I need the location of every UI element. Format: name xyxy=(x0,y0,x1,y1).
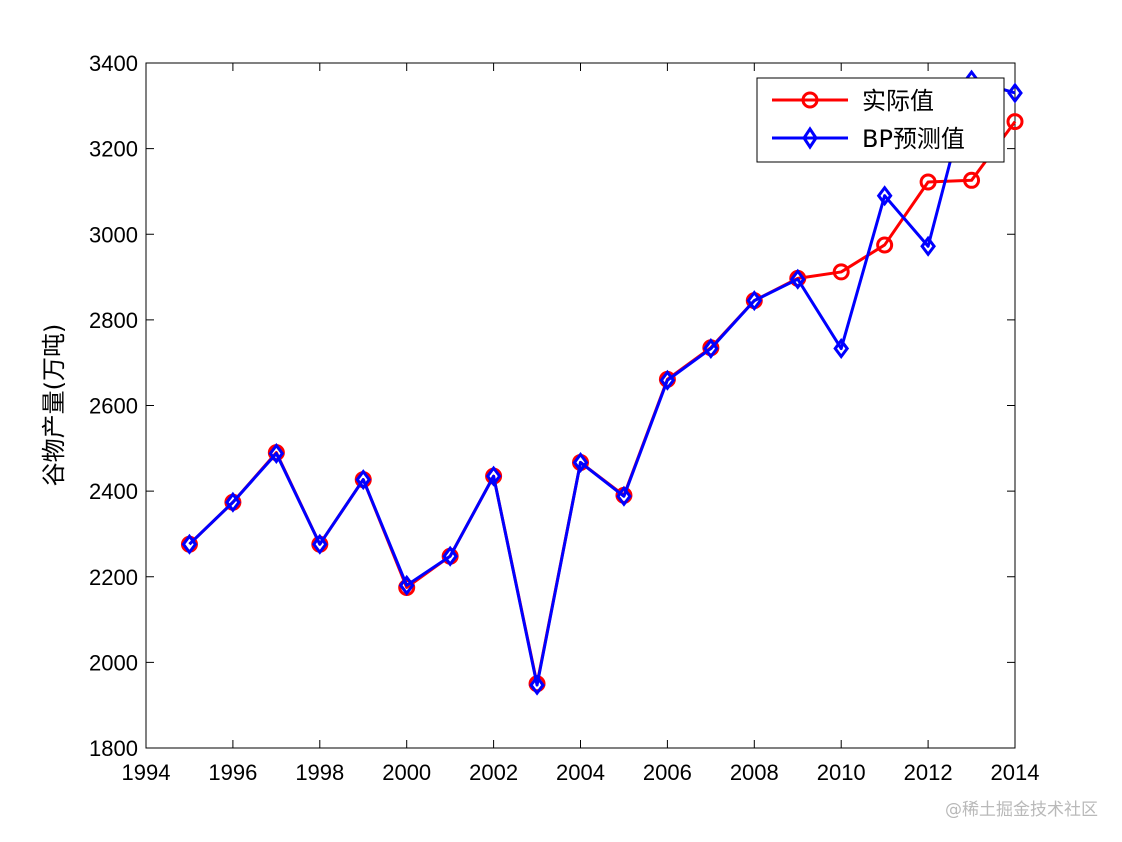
y-tick-label: 2200 xyxy=(89,565,138,590)
y-tick-label: 3200 xyxy=(89,137,138,162)
data-point-diamond xyxy=(789,268,806,290)
legend-label-bp: BP预测值 xyxy=(862,125,965,153)
legend-box xyxy=(756,77,1005,163)
data-point-diamond xyxy=(833,338,850,360)
y-tick-label: 1800 xyxy=(89,736,138,761)
data-point-circle xyxy=(963,171,981,189)
legend-label-actual: 实际值 xyxy=(862,87,934,115)
data-point-circle xyxy=(919,173,937,191)
data-point-circle xyxy=(832,263,850,281)
y-axis-label: 谷物产量(万吨) xyxy=(40,324,68,487)
y-axis: 1800 2000 2200 2400 2600 2800 3000 3200 3400 xyxy=(89,51,1015,761)
data-point-diamond xyxy=(920,235,936,257)
data-point-diamond xyxy=(529,674,545,696)
series-layer xyxy=(180,69,1024,696)
x-tick-label: 2008 xyxy=(730,760,779,785)
data-point-diamond xyxy=(268,442,285,464)
x-tick-label: 2006 xyxy=(643,760,692,785)
x-tick-label: 1998 xyxy=(295,760,344,785)
x-tick-label: 2002 xyxy=(469,760,518,785)
y-tick-label: 2400 xyxy=(89,479,138,504)
data-point-diamond xyxy=(572,451,589,473)
x-axis: 1994 1996 1998 2000 2002 2004 2006 2008 2010 2012… xyxy=(122,63,1040,785)
data-point-diamond xyxy=(485,465,502,487)
data-point-diamond xyxy=(355,469,372,491)
x-tick-label: 2000 xyxy=(382,760,431,785)
data-point-diamond xyxy=(225,491,241,513)
data-point-diamond xyxy=(616,485,632,507)
x-tick-label: 1994 xyxy=(122,760,171,785)
y-tick-label: 2800 xyxy=(89,308,138,333)
x-tick-label: 2004 xyxy=(556,760,605,785)
data-point-diamond xyxy=(746,290,763,312)
watermark: @稀土掘金技术社区 xyxy=(945,800,1098,820)
legend: 实际值 BP预测值 xyxy=(756,77,1005,163)
plot-area xyxy=(145,62,1016,749)
data-point-diamond xyxy=(181,533,198,555)
data-point-diamond xyxy=(702,338,719,360)
data-point-diamond xyxy=(311,533,328,555)
data-point-diamond xyxy=(876,185,893,207)
y-tick-label: 3400 xyxy=(89,51,138,76)
data-point-circle xyxy=(1006,113,1024,131)
y-tick-label: 2600 xyxy=(89,394,138,419)
x-tick-label: 2012 xyxy=(904,760,953,785)
legend-marker-actual xyxy=(801,91,819,109)
y-tick-label: 2000 xyxy=(89,650,138,675)
series-bp-predicted xyxy=(181,69,1023,696)
x-tick-label: 2014 xyxy=(991,760,1040,785)
x-tick-label: 1996 xyxy=(208,760,257,785)
data-point-circle xyxy=(876,236,894,254)
data-point-diamond xyxy=(659,369,676,391)
y-tick-label: 3000 xyxy=(89,222,138,247)
x-tick-label: 2010 xyxy=(817,760,866,785)
data-point-diamond xyxy=(398,574,415,596)
legend-marker-bp xyxy=(802,126,818,150)
data-point-diamond xyxy=(442,545,459,567)
data-point-diamond xyxy=(1007,82,1023,104)
series-line xyxy=(188,78,1016,687)
